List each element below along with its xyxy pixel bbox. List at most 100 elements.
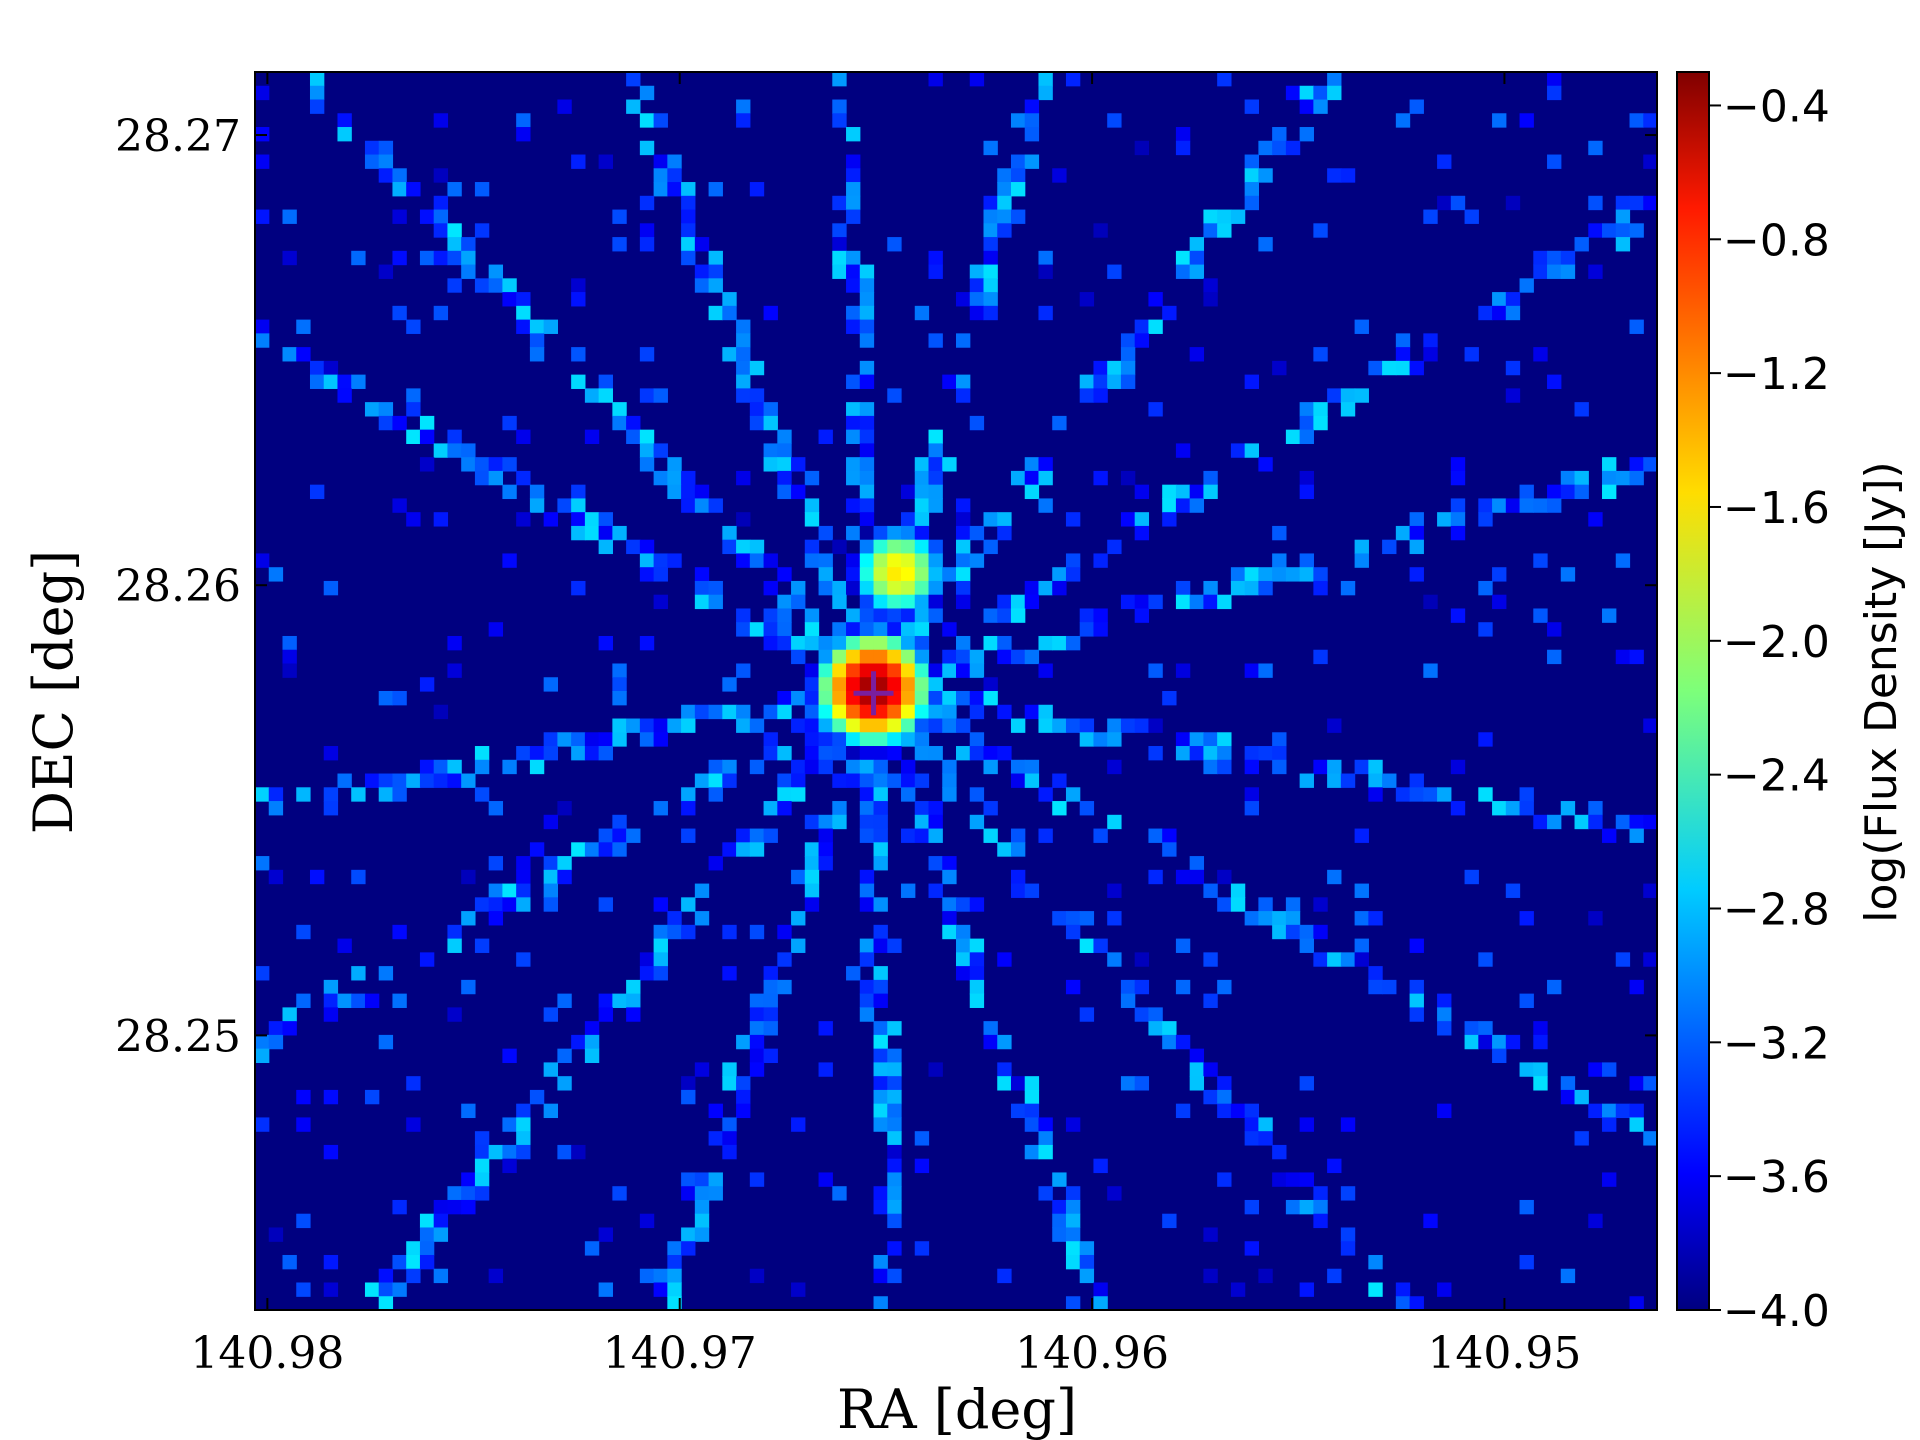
heatmap-cell: [1629, 457, 1644, 472]
heatmap-cell: [846, 553, 861, 568]
heatmap-cell: [1189, 856, 1205, 871]
heatmap-cell: [887, 1021, 902, 1036]
heatmap-cell: [722, 1062, 737, 1077]
heatmap-cell: [1079, 388, 1095, 403]
heatmap-cell: [1134, 525, 1150, 541]
heatmap-cell: [1327, 72, 1342, 87]
heatmap-cell: [736, 470, 751, 486]
heatmap-cell: [832, 195, 847, 211]
heatmap-cell: [681, 250, 696, 266]
heatmap-cell: [1120, 333, 1136, 348]
heatmap-cell: [639, 732, 655, 747]
heatmap-cell: [873, 979, 888, 995]
heatmap-cell: [1244, 195, 1259, 211]
heatmap-cell: [639, 347, 655, 362]
heatmap-cell: [1107, 911, 1122, 926]
heatmap-cell: [1327, 952, 1342, 967]
heatmap-cell: [901, 704, 916, 720]
heatmap-cell: [1079, 911, 1095, 926]
heatmap-cell: [1065, 1227, 1081, 1242]
heatmap-cell: [584, 525, 600, 541]
heatmap-cell: [1010, 842, 1026, 857]
heatmap-cell: [474, 897, 490, 912]
heatmap-cell: [969, 746, 985, 761]
heatmap-cell: [1079, 1007, 1095, 1022]
heatmap-cell: [1258, 911, 1273, 926]
heatmap-cell: [1217, 1076, 1232, 1091]
heatmap-cell: [1519, 993, 1534, 1008]
heatmap-cell: [1038, 250, 1053, 266]
x-tick-label: 140.96: [1015, 1328, 1169, 1379]
heatmap-cell: [1107, 952, 1122, 967]
heatmap-cell: [1175, 1103, 1191, 1119]
heatmap-cell: [571, 1144, 586, 1160]
heatmap-cell: [859, 1007, 875, 1022]
heatmap-cell: [1038, 85, 1053, 101]
heatmap-cell: [433, 168, 449, 183]
heatmap-cell: [832, 594, 847, 610]
heatmap-cell: [502, 1144, 517, 1160]
heatmap-cell: [667, 457, 682, 472]
heatmap-cell: [749, 1034, 765, 1050]
heatmap-cell: [846, 580, 861, 596]
heatmap-cell: [1107, 539, 1122, 555]
y-tick-label: 28.25: [115, 1011, 241, 1062]
heatmap-cell: [887, 1241, 902, 1256]
heatmap-cell: [1533, 1062, 1548, 1077]
heatmap-cell: [1162, 842, 1177, 857]
heatmap-cell: [928, 250, 943, 266]
heatmap-cell: [1519, 911, 1534, 926]
heatmap-cell: [1450, 801, 1466, 816]
heatmap-cell: [1024, 649, 1040, 665]
heatmap-cell: [461, 911, 476, 926]
heatmap-cell: [804, 732, 820, 747]
heatmap-cell: [1079, 1241, 1095, 1256]
heatmap-cell: [859, 979, 875, 995]
heatmap-cell: [832, 801, 847, 816]
heatmap-cell: [1052, 635, 1067, 651]
heatmap-cell: [1368, 1282, 1383, 1297]
heatmap-cell: [1629, 319, 1644, 334]
heatmap-cell: [1423, 333, 1438, 348]
heatmap-cell: [543, 883, 558, 898]
heatmap-cell: [392, 1282, 407, 1297]
heatmap-cell: [1478, 952, 1493, 967]
heatmap-cell: [859, 333, 875, 348]
heatmap-cell: [846, 663, 861, 678]
heatmap-cell: [887, 1089, 902, 1105]
heatmap-cell: [818, 1062, 833, 1077]
heatmap-cell: [1629, 828, 1644, 843]
heatmap-cell: [502, 1048, 517, 1063]
heatmap-cell: [914, 773, 930, 788]
heatmap-cell: [694, 1213, 710, 1229]
heatmap-cell: [873, 966, 888, 981]
heatmap-cell: [859, 649, 875, 665]
heatmap-cell: [956, 594, 971, 610]
heatmap-cell: [1354, 553, 1369, 568]
heatmap-cell: [1038, 787, 1053, 802]
heatmap-cell: [1134, 512, 1150, 527]
heatmap-cell: [914, 622, 930, 637]
heatmap-cell: [488, 470, 504, 486]
heatmap-cell: [887, 1158, 902, 1174]
heatmap-cell: [1327, 759, 1342, 775]
heatmap-cell: [1450, 457, 1466, 472]
heatmap-cell: [1189, 484, 1205, 500]
heatmap-cell: [846, 718, 861, 733]
heatmap-cell: [928, 718, 943, 733]
heatmap-cell: [667, 911, 682, 926]
heatmap-cell: [516, 292, 531, 307]
heatmap-cell: [832, 814, 847, 830]
heatmap-cell: [571, 1034, 586, 1050]
heatmap-cell: [1244, 168, 1259, 183]
heatmap-cell: [1615, 649, 1631, 665]
heatmap-cell: [873, 938, 888, 953]
heatmap-cell: [1175, 663, 1191, 678]
heatmap-cell: [1134, 594, 1150, 610]
heatmap-cell: [1107, 360, 1122, 376]
heatmap-cell: [543, 512, 558, 527]
heatmap-cell: [282, 1021, 297, 1036]
heatmap-cell: [818, 732, 833, 747]
heatmap-cell: [997, 195, 1012, 211]
